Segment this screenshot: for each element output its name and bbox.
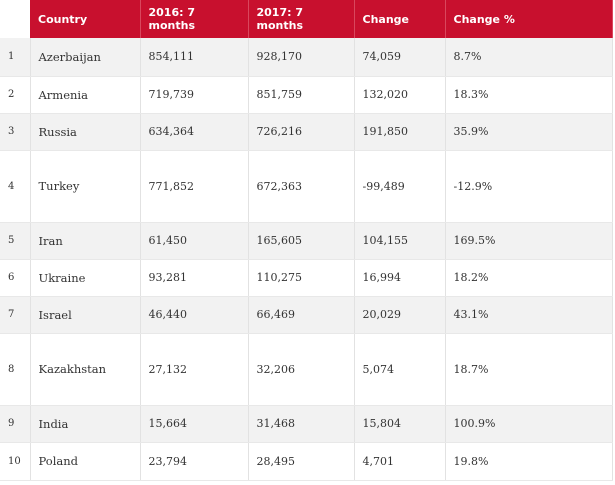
rank-cell: 8 [0, 333, 31, 406]
rank-cell: 10 [0, 442, 31, 481]
table-cell: 15,804 [354, 405, 446, 443]
table-cell: 20,029 [354, 296, 446, 334]
table-cell: 19.8% [445, 442, 613, 481]
table-cell: 74,059 [354, 38, 446, 77]
rank-cell: 4 [0, 150, 31, 223]
table-cell: 719,739 [140, 76, 249, 114]
table-cell: 634,364 [140, 113, 249, 151]
table-cell: 43.1% [445, 296, 613, 334]
table-cell: -12.9% [445, 150, 613, 223]
header-cell: 2016: 7 months [140, 0, 249, 38]
header-cell: Country [30, 0, 141, 38]
table-row: 10 Poland 23,794 28,495 4,701 19.8% [0, 442, 613, 481]
table-cell: 32,206 [248, 333, 355, 406]
table-cell: 672,363 [248, 150, 355, 223]
rank-cell: 1 [0, 38, 31, 77]
rank-cell: 2 [0, 76, 31, 114]
header-cell: Change % [445, 0, 613, 38]
table-row: 2 Armenia 719,739 851,759 132,020 18.3% [0, 76, 613, 114]
table-cell: 15,664 [140, 405, 249, 443]
table-cell: 854,111 [140, 38, 249, 77]
table-cell: 18.7% [445, 333, 613, 406]
table-cell: 46,440 [140, 296, 249, 334]
rank-cell: 7 [0, 296, 31, 334]
table-cell: Ukraine [30, 259, 141, 297]
table-row: 4 Turkey 771,852 672,363 -99,489 -12.9% [0, 150, 613, 223]
rank-cell: 5 [0, 222, 31, 260]
table-cell: Kazakhstan [30, 333, 141, 406]
table-cell: 165,605 [248, 222, 355, 260]
table-cell: 5,074 [354, 333, 446, 406]
table-cell: 104,155 [354, 222, 446, 260]
table-cell: 726,216 [248, 113, 355, 151]
table-cell: 132,020 [354, 76, 446, 114]
rank-cell: 6 [0, 259, 31, 297]
table-cell: -99,489 [354, 150, 446, 223]
table-row: 1 Azerbaijan 854,111 928,170 74,059 8.7% [0, 38, 613, 77]
table-cell: Poland [30, 442, 141, 481]
table-cell: Azerbaijan [30, 38, 141, 77]
table-cell: 35.9% [445, 113, 613, 151]
table-cell: 169.5% [445, 222, 613, 260]
table-cell: 18.3% [445, 76, 613, 114]
table-cell: 23,794 [140, 442, 249, 481]
table-cell: Israel [30, 296, 141, 334]
rank-cell: 9 [0, 405, 31, 443]
table-cell: 31,468 [248, 405, 355, 443]
table-cell: 28,495 [248, 442, 355, 481]
table-row: 8 Kazakhstan 27,132 32,206 5,074 18.7% [0, 333, 613, 406]
table-cell: 4,701 [354, 442, 446, 481]
table-row: 7 Israel 46,440 66,469 20,029 43.1% [0, 296, 613, 334]
table-cell: Iran [30, 222, 141, 260]
table-cell: 191,850 [354, 113, 446, 151]
table-cell: 928,170 [248, 38, 355, 77]
table-cell: 16,994 [354, 259, 446, 297]
table-cell: 27,132 [140, 333, 249, 406]
table-cell: 61,450 [140, 222, 249, 260]
header-row: Country 2016: 7 months 2017: 7 months Chang… [0, 0, 613, 38]
header-cell: Change [354, 0, 446, 38]
table-row: 5 Iran 61,450 165,605 104,155 169.5% [0, 222, 613, 260]
table-cell: India [30, 405, 141, 443]
table-cell: 100.9% [445, 405, 613, 443]
table-cell: 110,275 [248, 259, 355, 297]
table-cell: Armenia [30, 76, 141, 114]
table-cell: 66,469 [248, 296, 355, 334]
table-cell: Turkey [30, 150, 141, 223]
header-cell: 2017: 7 months [248, 0, 355, 38]
table-row: 9 India 15,664 31,468 15,804 100.9% [0, 405, 613, 443]
table-cell: 18.2% [445, 259, 613, 297]
table-cell: 771,852 [140, 150, 249, 223]
table-row: 6 Ukraine 93,281 110,275 16,994 18.2% [0, 259, 613, 297]
table-cell: 8.7% [445, 38, 613, 77]
table-row: 3 Russia 634,364 726,216 191,850 35.9% [0, 113, 613, 151]
header-blank [0, 0, 30, 38]
rank-cell: 3 [0, 113, 31, 151]
table-cell: 851,759 [248, 76, 355, 114]
table-cell: Russia [30, 113, 141, 151]
table-cell: 93,281 [140, 259, 249, 297]
